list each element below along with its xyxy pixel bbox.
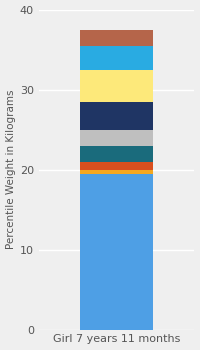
- Bar: [80, 102, 153, 130]
- Bar: [80, 29, 153, 46]
- Bar: [80, 130, 153, 146]
- Y-axis label: Percentile Weight in Kilograms: Percentile Weight in Kilograms: [6, 90, 16, 249]
- Bar: [80, 174, 153, 330]
- Bar: [80, 146, 153, 162]
- Bar: [80, 46, 153, 70]
- Bar: [80, 169, 153, 174]
- Bar: [80, 70, 153, 102]
- Bar: [80, 162, 153, 169]
